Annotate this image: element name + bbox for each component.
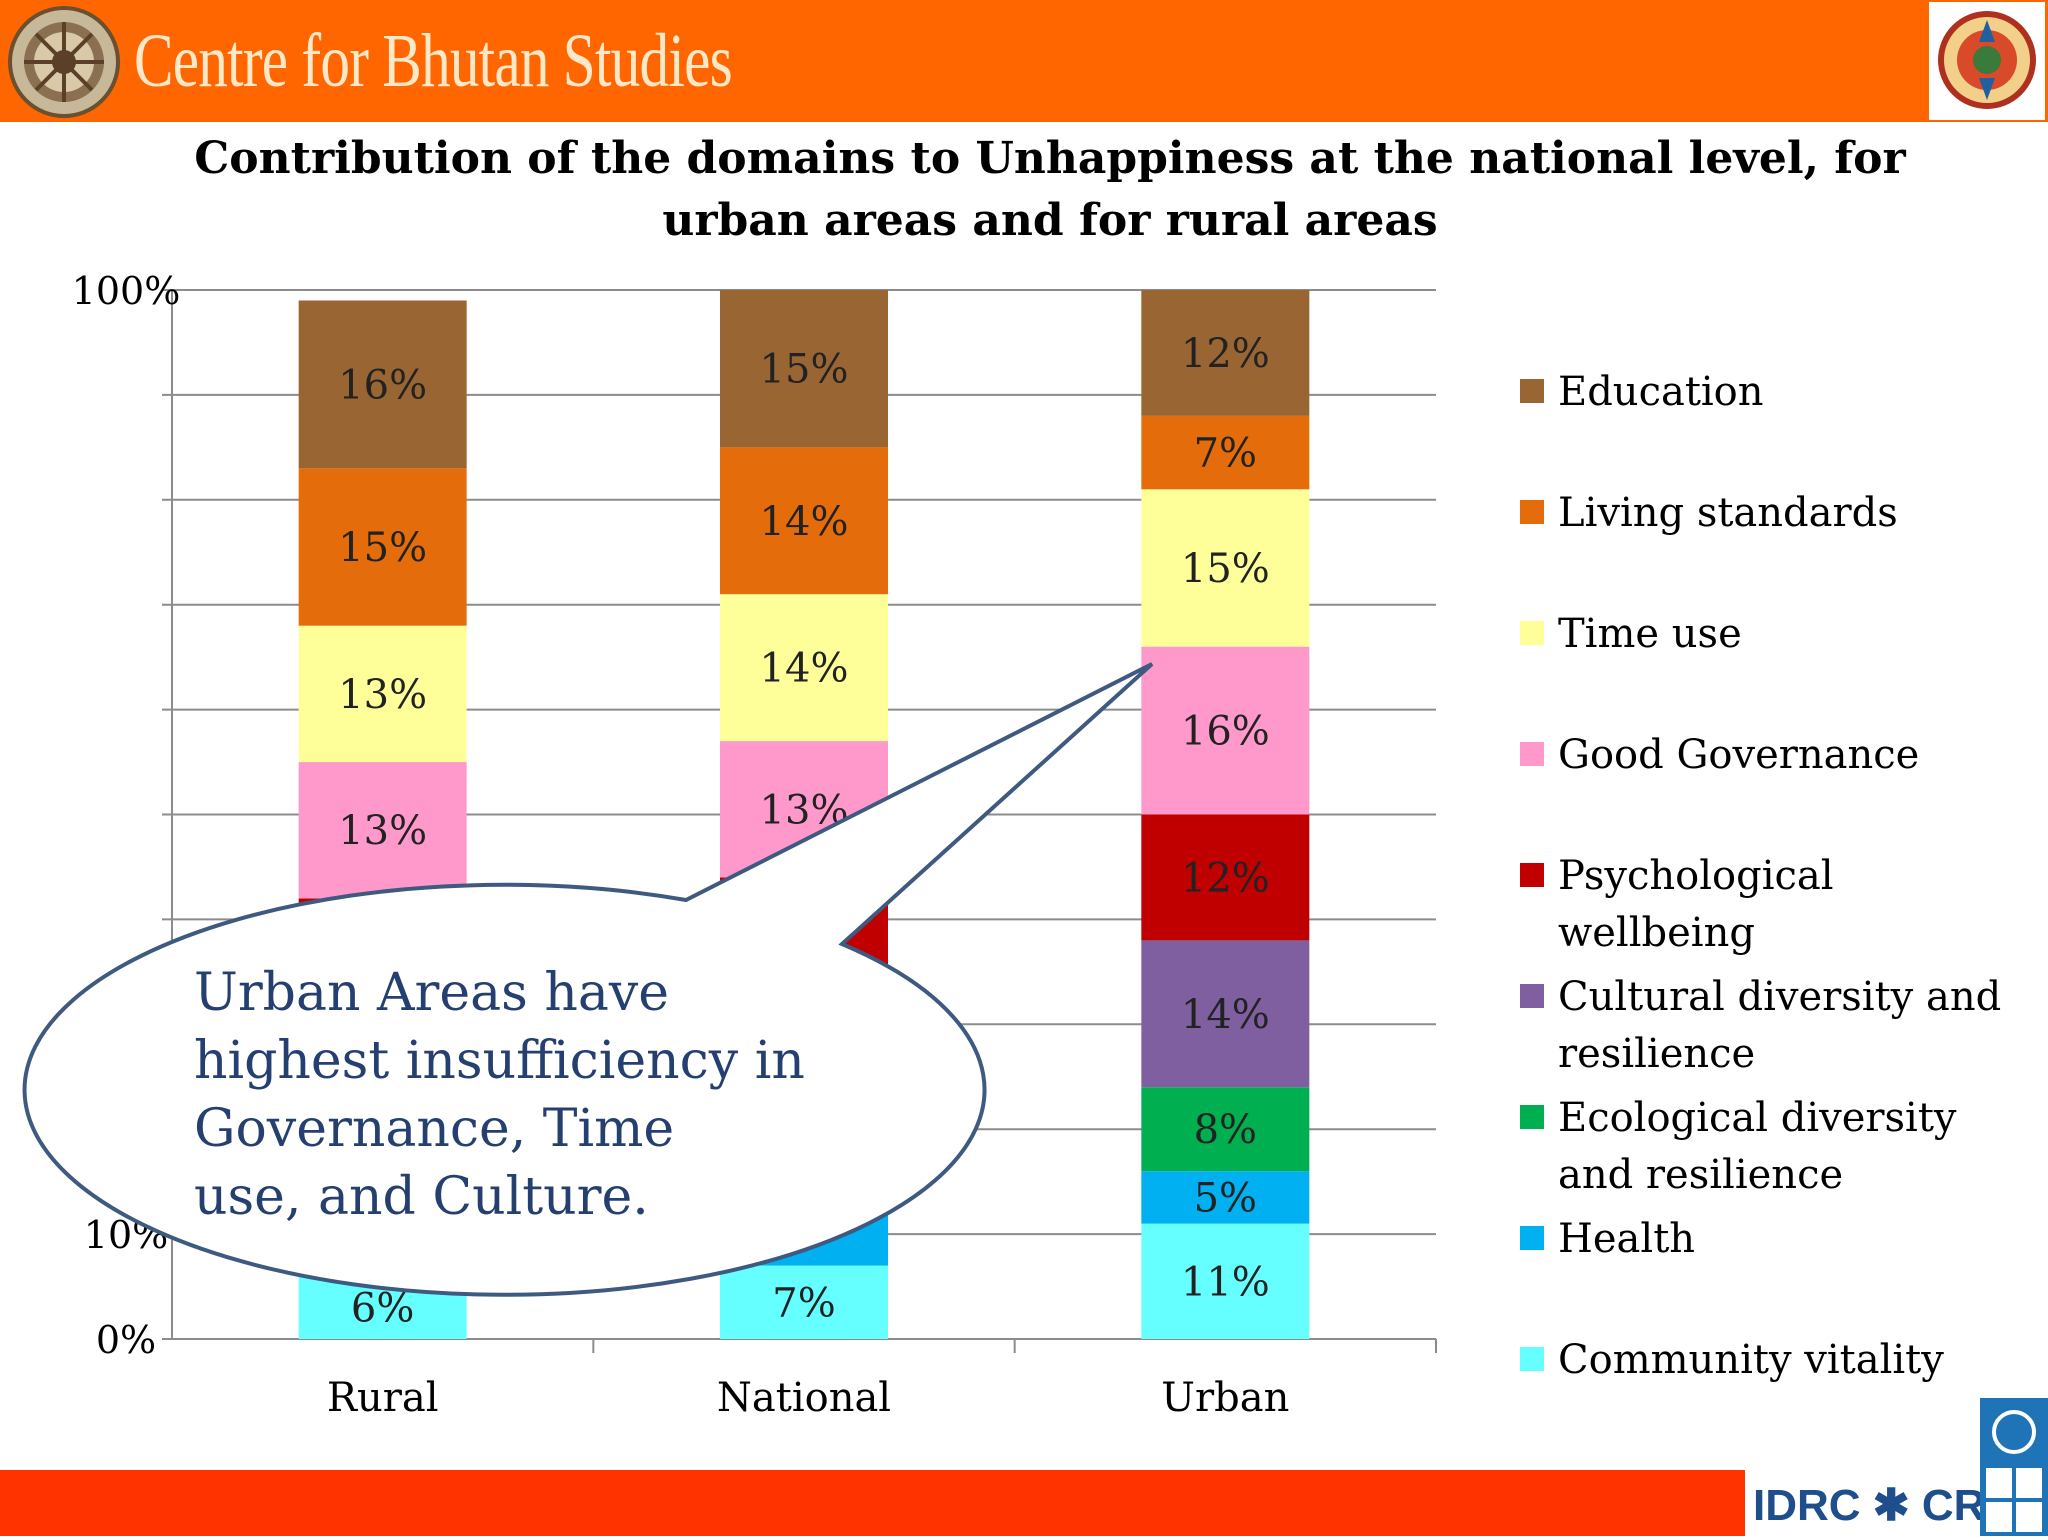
chart-title: Contribution of the domains to Unhappine… — [194, 133, 1906, 246]
x-tick-label: National — [717, 1375, 891, 1421]
bar-segment — [1141, 814, 1310, 941]
callout-bubble: Urban Areas have highest insufficiency in… — [22, 662, 1154, 1297]
data-label: 16% — [1181, 709, 1270, 755]
legend-label: Time use — [1558, 611, 1742, 657]
callout-shape — [22, 662, 1154, 1297]
data-label: 13% — [338, 672, 427, 718]
legend-label: Good Governance — [1558, 732, 1919, 778]
data-label: 15% — [338, 525, 427, 571]
footer-bar — [0, 1470, 1745, 1536]
data-label: 7% — [1194, 431, 1257, 477]
idrc-logo-text: IDRC ✱ CRDI — [1753, 1481, 1980, 1530]
legend-swatch — [1520, 379, 1544, 403]
legend-swatch — [1520, 1347, 1544, 1371]
x-tick-label: Rural — [327, 1375, 439, 1421]
legend-swatch — [1520, 742, 1544, 766]
stacked-bar-chart: 0%10%100%Rural6%13%13%15%16%National7%13… — [22, 269, 2001, 1421]
national-emblem-icon — [1929, 2, 2045, 120]
un-emblem-icon — [1992, 1410, 2036, 1454]
legend-swatch — [1520, 1105, 1544, 1129]
idrc-logo: IDRC ✱ CRDI — [1745, 1470, 2029, 1536]
legend-label: Psychological wellbeing — [1558, 853, 1834, 956]
legend-label: Cultural diversity and resilience — [1558, 974, 2001, 1077]
bar-segment — [720, 290, 888, 448]
bar-segment — [298, 625, 467, 763]
x-tick-label: Urban — [1161, 1375, 1289, 1421]
data-label: 12% — [1181, 331, 1270, 377]
y-tick-label: 100% — [72, 269, 181, 313]
legend-label: Health — [1558, 1216, 1695, 1262]
legend-swatch — [1520, 863, 1544, 887]
legend-label: Ecological diversity and resilience — [1558, 1095, 1957, 1198]
callout-text: Urban Areas have highest insufficiency in… — [194, 963, 805, 1227]
data-label: 13% — [338, 808, 427, 854]
brand-name: Centre for Bhutan Studies — [134, 19, 733, 103]
bar-segment — [1141, 1171, 1310, 1224]
bar-segment — [1141, 415, 1310, 490]
undp-logo — [1980, 1398, 2048, 1536]
data-label: 15% — [1181, 546, 1270, 592]
data-label: 12% — [1181, 855, 1270, 901]
data-label: 7% — [772, 1280, 835, 1326]
bar-segment — [720, 447, 888, 595]
bar-segment — [1141, 290, 1310, 416]
data-label: 14% — [760, 646, 849, 692]
bar-segment — [1141, 489, 1310, 647]
legend-swatch — [1520, 500, 1544, 524]
data-label: 11% — [1181, 1259, 1270, 1305]
legend-swatch — [1520, 1226, 1544, 1250]
bar-segment — [720, 594, 888, 742]
bar-segment — [1141, 1087, 1310, 1172]
header-bar: Centre for Bhutan Studies — [0, 0, 2048, 122]
bar-segment — [1141, 646, 1310, 815]
bar-segment — [298, 468, 467, 626]
y-tick-label: 0% — [96, 1318, 156, 1362]
legend-label: Education — [1558, 369, 1764, 415]
data-label: 6% — [351, 1286, 414, 1332]
legend-label: Living standards — [1558, 490, 1898, 536]
bar-segment — [1141, 940, 1310, 1088]
bar-segment — [720, 1265, 888, 1339]
legend-swatch — [1520, 621, 1544, 645]
data-label: 15% — [760, 347, 849, 393]
bar-segment — [298, 762, 467, 899]
bar-segment — [1141, 1223, 1310, 1339]
data-label: 5% — [1194, 1175, 1257, 1221]
data-label: 14% — [760, 499, 849, 545]
bar-segment — [298, 300, 467, 469]
data-label: 8% — [1194, 1107, 1257, 1153]
legend-label: Community vitality — [1558, 1337, 1944, 1383]
legend-swatch — [1520, 984, 1544, 1008]
data-label: 14% — [1181, 992, 1270, 1038]
data-label: 16% — [338, 362, 427, 408]
dharma-wheel-icon — [8, 6, 120, 118]
